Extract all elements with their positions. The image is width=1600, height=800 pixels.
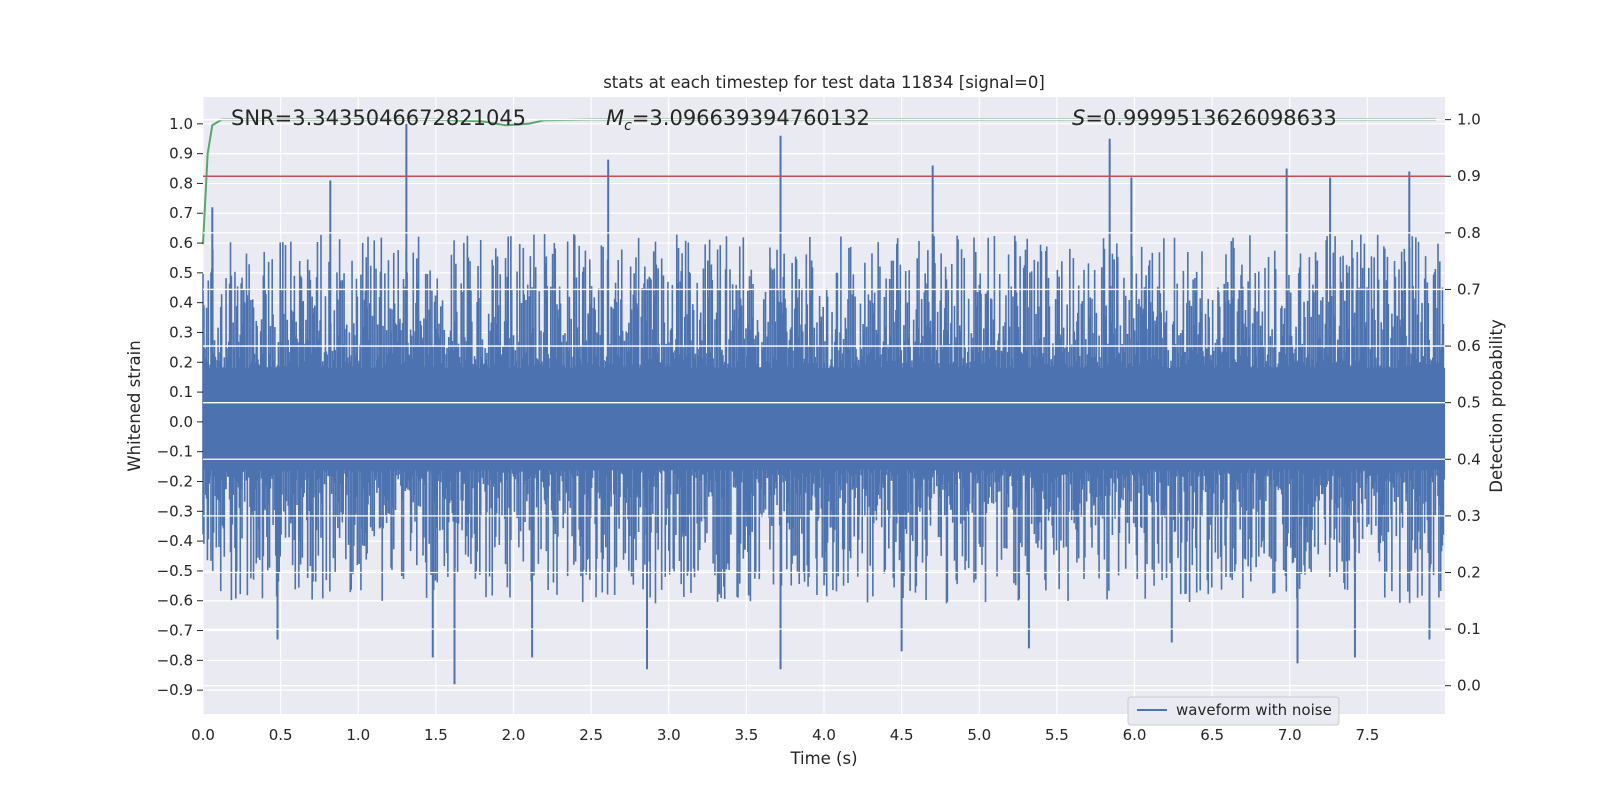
- x-tick-label: 5.5: [1045, 726, 1069, 744]
- right-y-tick-label: 0.4: [1457, 450, 1481, 468]
- x-tick-label: 1.0: [346, 726, 370, 744]
- strain-waveform: [202, 123, 1446, 685]
- right-y-axis-ticks: 1.0 0.9 0.8 0.7 0.6 0.5 0.4 0.3 0.2 0.1 0.0: [1445, 111, 1481, 695]
- x-axis-ticks: 0.0 0.5 1.0 1.5 2.0 2.5 3.0 3.5 4.0 4.5 5.0 5.5 6.0 6…: [191, 726, 1379, 744]
- x-axis-label: Time (s): [789, 749, 857, 768]
- right-y-tick-label: 0.5: [1457, 394, 1481, 412]
- y-tick-label: 0.1: [169, 383, 193, 401]
- y-tick-label: 1.0: [169, 115, 193, 133]
- y-tick-label: 0.6: [169, 234, 193, 252]
- y-tick-label: 0.9: [169, 145, 193, 163]
- y-tick-label: 0.8: [169, 174, 193, 192]
- right-y-tick-label: 1.0: [1457, 111, 1481, 129]
- x-tick-label: 3.0: [657, 726, 681, 744]
- x-tick-label: 6.0: [1123, 726, 1147, 744]
- right-y-tick-label: 0.6: [1457, 337, 1481, 355]
- x-tick-label: 7.5: [1355, 726, 1379, 744]
- chart-title: stats at each timestep for test data 118…: [603, 73, 1045, 92]
- y-tick-label: −0.9: [157, 681, 193, 699]
- y-axis-label: Whitened strain: [125, 340, 144, 471]
- right-y-tick-label: 0.9: [1457, 167, 1481, 185]
- right-y-tick-label: 0.2: [1457, 563, 1481, 581]
- x-tick-label: 1.5: [424, 726, 448, 744]
- x-tick-label: 0.5: [269, 726, 293, 744]
- right-y-tick-label: 0.7: [1457, 280, 1481, 298]
- x-tick-label: 0.0: [191, 726, 215, 744]
- x-tick-label: 2.0: [502, 726, 526, 744]
- x-tick-label: 4.5: [890, 726, 914, 744]
- x-tick-label: 7.0: [1278, 726, 1302, 744]
- y-tick-label: 0.2: [169, 353, 193, 371]
- y-tick-label: −0.3: [157, 502, 193, 520]
- s-symbol: S: [1072, 106, 1085, 130]
- y-tick-label: 0.3: [169, 323, 193, 341]
- y-axis-ticks: 1.0 0.9 0.8 0.7 0.6 0.5 0.4 0.3 0.2 0.1 0.0 −0.1 −0.…: [157, 115, 203, 699]
- y-tick-label: −0.2: [157, 473, 193, 491]
- chirp-mass-value: =3.096639394760132: [632, 106, 870, 130]
- right-y-tick-label: 0.1: [1457, 620, 1481, 638]
- x-tick-label: 2.5: [579, 726, 603, 744]
- x-tick-label: 3.5: [734, 726, 758, 744]
- x-tick-label: 6.5: [1200, 726, 1224, 744]
- y-tick-label: −0.4: [157, 532, 193, 550]
- chirp-mass-symbol: M: [606, 106, 624, 130]
- legend-label-waveform: waveform with noise: [1176, 701, 1332, 719]
- waveform-core-band: [203, 368, 1445, 470]
- y-tick-label: −0.5: [157, 562, 193, 580]
- right-y-tick-label: 0.3: [1457, 507, 1481, 525]
- x-tick-label: 5.0: [967, 726, 991, 744]
- y-tick-label: −0.1: [157, 443, 193, 461]
- x-tick-label: 4.0: [812, 726, 836, 744]
- right-y-axis-label: Detection probability: [1487, 319, 1506, 493]
- right-y-tick-label: 0.8: [1457, 224, 1481, 242]
- s-annotation: S=0.9999513626098633: [1072, 106, 1337, 130]
- y-tick-label: −0.6: [157, 592, 193, 610]
- s-value: =0.9999513626098633: [1085, 106, 1336, 130]
- y-tick-label: 0.0: [169, 413, 193, 431]
- y-tick-label: 0.4: [169, 294, 193, 312]
- chirp-mass-annotation: Mc=3.096639394760132: [606, 106, 870, 134]
- chirp-mass-subscript: c: [624, 118, 632, 134]
- legend-box: [1127, 696, 1340, 726]
- snr-annotation: SNR=3.3435046672821045: [231, 106, 526, 130]
- y-tick-label: 0.5: [169, 264, 193, 282]
- y-tick-label: −0.7: [157, 622, 193, 640]
- right-y-tick-label: 0.0: [1457, 677, 1481, 695]
- y-tick-label: −0.8: [157, 651, 193, 669]
- y-tick-label: 0.7: [169, 204, 193, 222]
- legend: waveform with noise: [1127, 696, 1340, 726]
